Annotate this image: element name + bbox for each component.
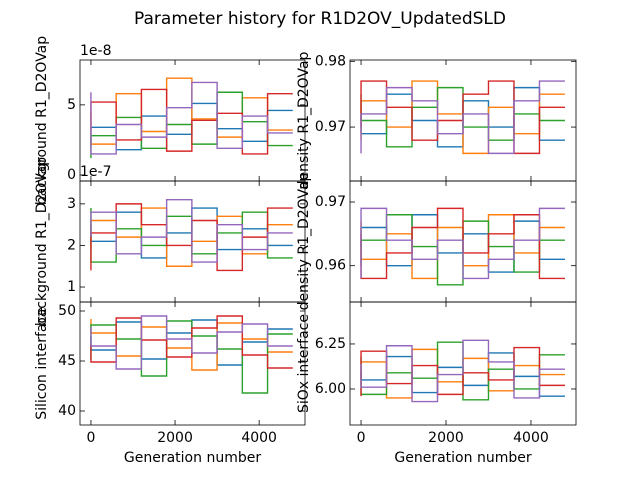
y-axis-label: density R1_D2OVap [296, 51, 312, 189]
series-line [360, 339, 565, 403]
series-group [360, 80, 565, 155]
axes-frame [79, 301, 306, 426]
y-axis-label: Silicon interface [34, 307, 50, 420]
y-tick-label: 5 [67, 97, 76, 113]
offset-text: 1e-7 [80, 164, 111, 180]
series-line [360, 80, 565, 155]
series-line [360, 207, 565, 280]
x-tick-label: 2000 [157, 430, 193, 446]
x-axis-label: Generation number [124, 450, 261, 466]
figure-title: Parameter history for R1D2OV_UpdatedSLD [134, 9, 506, 29]
axes-frame [349, 301, 577, 426]
series-group [90, 77, 293, 159]
x-tick-label: 0 [86, 430, 95, 446]
y-tick-label: 2 [67, 237, 76, 253]
x-tick-label: 2000 [428, 430, 464, 446]
series-line [90, 199, 293, 263]
y-tick-label: 1 [67, 279, 76, 295]
y-tick-label: 0.96 [315, 258, 346, 274]
y-tick-label: 0.97 [315, 194, 346, 210]
y-tick-label: 6.00 [315, 381, 346, 397]
y-axis-label: background R1_D2OVap [34, 36, 50, 205]
x-tick-label: 4000 [513, 430, 549, 446]
y-axis-label: SiOx interface [296, 314, 312, 413]
series-line [90, 315, 293, 370]
y-axis-label: density R1_D2OVap [296, 172, 312, 310]
series-group [360, 339, 565, 403]
y-tick-label: 0.98 [315, 53, 346, 69]
offset-text: 1e-8 [80, 43, 111, 59]
series-group [360, 207, 565, 286]
y-axis-label: background R1_D2OVap [34, 157, 50, 326]
y-tick-label: 0 [67, 167, 76, 183]
series-line [360, 207, 565, 280]
y-tick-label: 50 [58, 303, 76, 319]
y-tick-label: 6.25 [315, 336, 346, 352]
x-tick-label: 0 [357, 430, 366, 446]
series-group [90, 199, 293, 272]
x-axis-label: Generation number [394, 450, 531, 466]
y-tick-label: 0.97 [315, 119, 346, 135]
series-line [90, 81, 293, 155]
series-line [90, 315, 293, 369]
y-tick-label: 45 [58, 353, 76, 369]
series-line [360, 86, 565, 148]
series-group [90, 315, 293, 394]
y-tick-label: 40 [58, 403, 76, 419]
x-tick-label: 4000 [241, 430, 277, 446]
y-tick-label: 3 [67, 196, 76, 212]
